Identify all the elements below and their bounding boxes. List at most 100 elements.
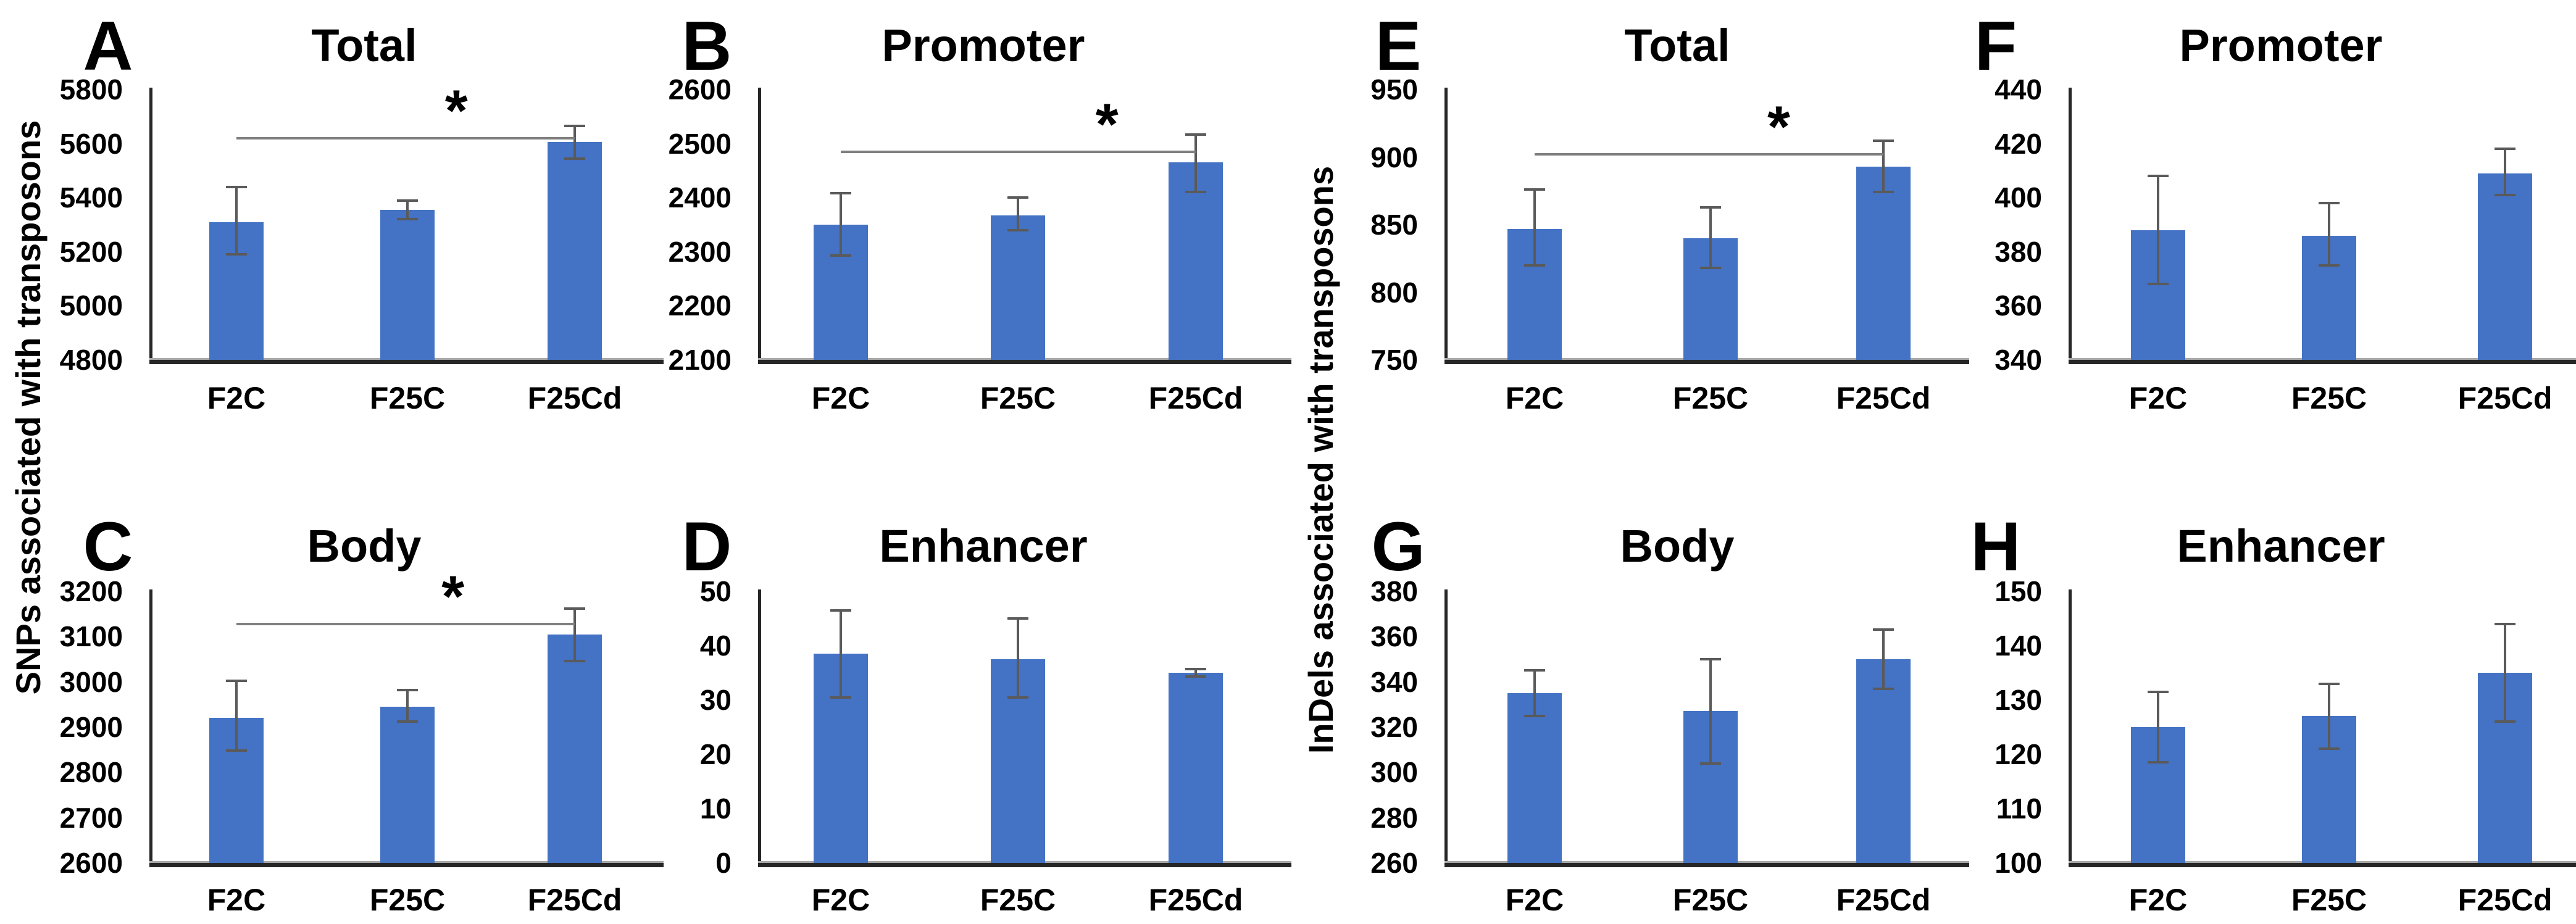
error-bar-line [1194, 134, 1197, 193]
error-bar-cap-top [397, 688, 418, 691]
y-tick-label: 2800 [59, 756, 123, 789]
y-tick-label: 300 [1370, 756, 1418, 789]
error-bar-cap-top [226, 185, 247, 188]
panel-title: Total [311, 20, 417, 71]
bar [1856, 166, 1911, 360]
x-tick-label: F2C [1505, 381, 1564, 415]
error-bar-cap-top [1873, 628, 1894, 631]
error-bar-line [840, 610, 842, 697]
x-tick-label: F25C [980, 381, 1056, 415]
y-tick-label: 900 [1370, 141, 1418, 173]
y-tick-label: 4800 [59, 344, 123, 376]
y-tick-label: 2700 [59, 801, 123, 834]
x-axis-line [149, 360, 664, 364]
y-tick-label: 2600 [668, 73, 732, 106]
error-bar-line [573, 608, 576, 661]
error-bar-cap-bottom [2495, 193, 2516, 196]
x-tick-label: F25C [2291, 883, 2367, 917]
error-bar-cap-top [1524, 669, 1545, 672]
y-tick-label: 5000 [59, 289, 123, 322]
significance-line [236, 136, 575, 139]
error-bar-cap-top [1873, 139, 1894, 143]
y-tick-label: 40 [699, 630, 732, 662]
y-tick-label: 2600 [59, 847, 123, 879]
error-bar-cap-bottom [564, 157, 585, 160]
y-tick-label: 360 [1995, 289, 2042, 322]
y-axis-line [1444, 589, 1448, 867]
error-bar-cap-bottom [1873, 191, 1894, 194]
error-bar-cap-top [1524, 188, 1545, 191]
x-tick-label: F2C [2128, 883, 2188, 917]
error-bar-cap-bottom [397, 218, 418, 221]
error-bar-cap-bottom [2148, 283, 2169, 286]
panel-letter: A [83, 7, 133, 85]
bar [380, 209, 435, 360]
panel-title: Promoter [882, 20, 1085, 71]
error-bar-cap-bottom [1700, 267, 1721, 270]
error-bar-cap-top [830, 609, 851, 612]
significance-line [841, 150, 1196, 153]
x-axis-line [758, 360, 1291, 364]
x-axis-line [1444, 863, 1969, 867]
panel-letter: H [1970, 508, 2021, 585]
error-bar-cap-bottom [1007, 228, 1028, 231]
bar [380, 707, 435, 863]
y-axis-line [149, 88, 152, 364]
bar [1169, 673, 1223, 863]
error-bar-cap-top [2495, 622, 2516, 625]
error-bar-line [235, 681, 238, 751]
y-tick-label: 440 [1995, 73, 2042, 106]
error-bar-cap-top [2148, 690, 2169, 693]
y-tick-label: 400 [1995, 181, 2042, 214]
significance-line [1535, 152, 1883, 156]
error-bar-cap-bottom [1524, 714, 1545, 717]
y-tick-label: 3200 [59, 575, 123, 607]
x-tick-label: F2C [811, 883, 870, 917]
y-axis-line [149, 589, 152, 867]
significance-star: * [1095, 91, 1119, 157]
x-tick-label: F25Cd [527, 381, 622, 415]
error-bar-cap-bottom [1007, 696, 1028, 699]
bar [991, 215, 1045, 360]
panel-title: Total [1624, 20, 1730, 71]
y-tick-label: 850 [1370, 209, 1418, 241]
y-axis-line [758, 589, 761, 867]
error-bar-cap-bottom [397, 720, 418, 723]
panel-letter: G [1371, 508, 1425, 585]
y-tick-label: 420 [1995, 127, 2042, 160]
panel-title: Promoter [2179, 20, 2383, 71]
error-bar-line [235, 186, 238, 255]
panel-letter: C [83, 508, 133, 585]
x-tick-label: F25Cd [2457, 883, 2553, 917]
error-bar-cap-top [2319, 682, 2340, 685]
y-tick-label: 360 [1370, 620, 1418, 653]
error-bar-cap-top [226, 680, 247, 683]
x-tick-label: F2C [207, 381, 266, 415]
error-bar-cap-top [2319, 201, 2340, 204]
error-bar-cap-bottom [564, 659, 585, 662]
panel-letter: D [682, 508, 732, 585]
y-tick-label: 3100 [59, 620, 123, 653]
error-bar-line [1533, 670, 1536, 716]
y-tick-label: 2400 [668, 181, 732, 214]
x-tick-label: F25C [369, 381, 446, 415]
error-bar-cap-bottom [226, 253, 247, 256]
x-tick-label: F25C [1672, 883, 1749, 917]
x-tick-label: F25C [980, 883, 1056, 917]
y-tick-label: 3000 [59, 665, 123, 698]
y-tick-label: 950 [1370, 73, 1418, 106]
panel-letter: B [682, 7, 732, 85]
x-tick-label: F25Cd [1836, 883, 1931, 917]
error-bar-cap-top [1185, 133, 1206, 136]
x-tick-label: F25Cd [1148, 883, 1243, 917]
x-tick-label: F25Cd [527, 883, 622, 917]
y-axis-line [1444, 88, 1448, 364]
x-tick-label: F2C [811, 381, 870, 415]
error-bar-line [1017, 618, 1019, 697]
panel-title: Enhancer [2177, 520, 2385, 572]
error-bar-cap-bottom [830, 254, 851, 257]
error-bar-cap-bottom [1185, 191, 1206, 194]
significance-star: * [444, 78, 468, 144]
x-tick-label: F25Cd [1148, 381, 1243, 415]
y-axis-line [758, 88, 761, 364]
